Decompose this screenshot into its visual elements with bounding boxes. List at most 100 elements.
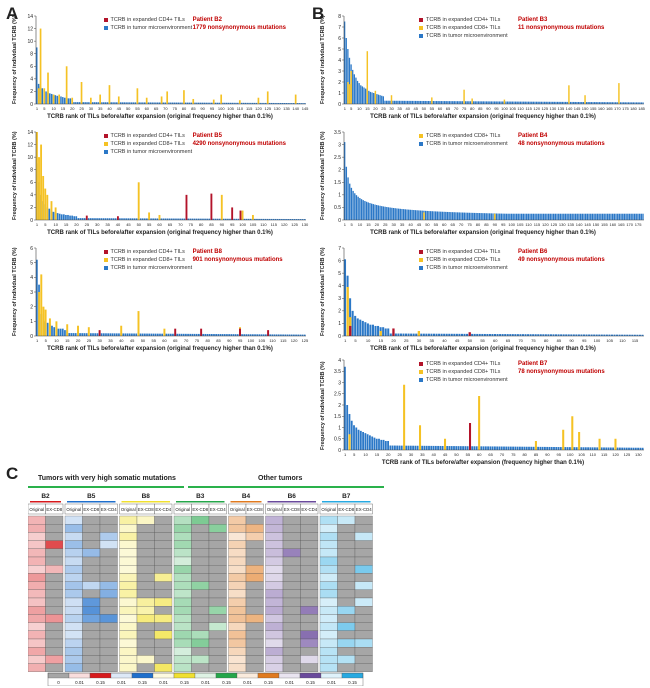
x-tick-label: 125 [624,452,631,457]
heat-cell [228,515,247,525]
bar-tumor [302,103,304,104]
bar-tumor [458,333,461,336]
heat-cell [337,606,356,615]
col-header-B7-EX-CD4: EX-CD4 [356,507,372,512]
heat-cell [208,614,227,623]
heat-cell [119,540,138,549]
patient-line-B2 [30,501,61,503]
bar-tumor [483,213,486,220]
bar-tumor [488,333,491,336]
bar-tumor [87,218,90,220]
heat-cell [228,565,247,574]
heat-cell [136,515,155,525]
bar-tumor [233,102,235,104]
x-tick-label: 145 [302,106,309,111]
bar-tumor [150,218,152,220]
x-tick-label: 5 [353,452,356,457]
legend-swatch-cd8 [419,26,423,30]
bar-tumor [116,102,118,104]
x-tick-label: 65 [450,222,455,227]
bar-tumor [608,334,611,336]
heat-cell [337,532,356,541]
bar-tumor [235,102,237,104]
heat-cell [191,655,210,664]
heat-cell [99,614,118,623]
bar-tumor [94,333,97,336]
heat-cell [191,556,210,566]
bar-tumor [369,91,372,104]
bar-tumor [544,334,547,336]
bar-tumor [256,218,258,220]
x-tick-label: 105 [606,338,613,343]
heat-cell [64,647,83,656]
bar-tumor [128,333,131,336]
x-axis-label: TCRB rank of TILs before/after expansion… [370,230,596,236]
y-tick-label: 8 [30,168,33,174]
bar-tumor [276,218,279,220]
bar-tumor [539,334,542,336]
x-tick-label: 1 [344,106,347,111]
bar-tumor [200,218,202,220]
heat-cell [228,548,247,558]
bar-cd8 [374,90,377,104]
scale-label: 0.01 [243,680,252,685]
heat-cell [64,573,83,582]
bar-tumor [112,218,115,220]
x-tick-label: 15 [61,106,66,111]
bar-cd4 [392,328,395,336]
bar-tumor [181,218,184,220]
bar-tumor [500,101,502,104]
bar-tumor [96,218,98,220]
x-tick-label: 135 [567,222,574,227]
bar-tumor [272,218,275,220]
bar-tumor [474,101,476,104]
heat-cell [300,532,319,541]
bar-tumor [104,102,107,104]
x-tick-label: 35 [429,338,434,343]
bar-cd8 [366,51,369,104]
heat-cell [191,606,210,615]
x-tick-label: 35 [98,106,103,111]
bar-tumor [384,328,387,336]
bar-tumor [619,102,622,104]
heat-cell [28,630,46,640]
heat-cell [319,614,338,623]
bar-tumor [598,334,601,336]
bar-tumor [83,333,86,336]
bar-tumor [133,333,135,336]
bar-tumor [218,218,221,220]
bar-tumor [399,208,401,220]
patient-title: Patient B4 [518,133,548,139]
heat-cell [154,630,173,640]
bar-tumor [394,333,397,336]
bar-tumor [281,218,283,220]
bar-tumor [110,102,112,104]
bar-tumor [105,333,107,336]
x-tick-label: 1 [344,222,347,227]
heat-cell [245,655,264,664]
bar-tumor [566,447,569,450]
x-tick-label: 90 [486,106,491,111]
bar-tumor [607,447,610,450]
bar-tumor [208,218,211,220]
bar-tumor [135,333,138,336]
scale-label: 0.15 [180,680,189,685]
bar-tumor [501,334,504,336]
bar-tumor [544,446,546,450]
bar-cd8 [417,330,421,336]
bar-tumor [544,213,546,220]
group-line-other [188,486,384,488]
scale-label: 0.01 [117,680,126,685]
x-tick-label: 40 [408,222,413,227]
bar-tumor [453,446,455,450]
bar-tumor [406,100,409,104]
bar-tumor [487,213,489,220]
x-tick-label: 145 [574,106,581,111]
bar-tumor [125,218,127,220]
bar-tumor [155,102,157,104]
x-tick-label: 15 [64,222,69,227]
bar-tumor [386,207,388,220]
bar-tumor [219,334,222,336]
heat-cell [173,655,192,664]
heat-cell [228,589,247,599]
